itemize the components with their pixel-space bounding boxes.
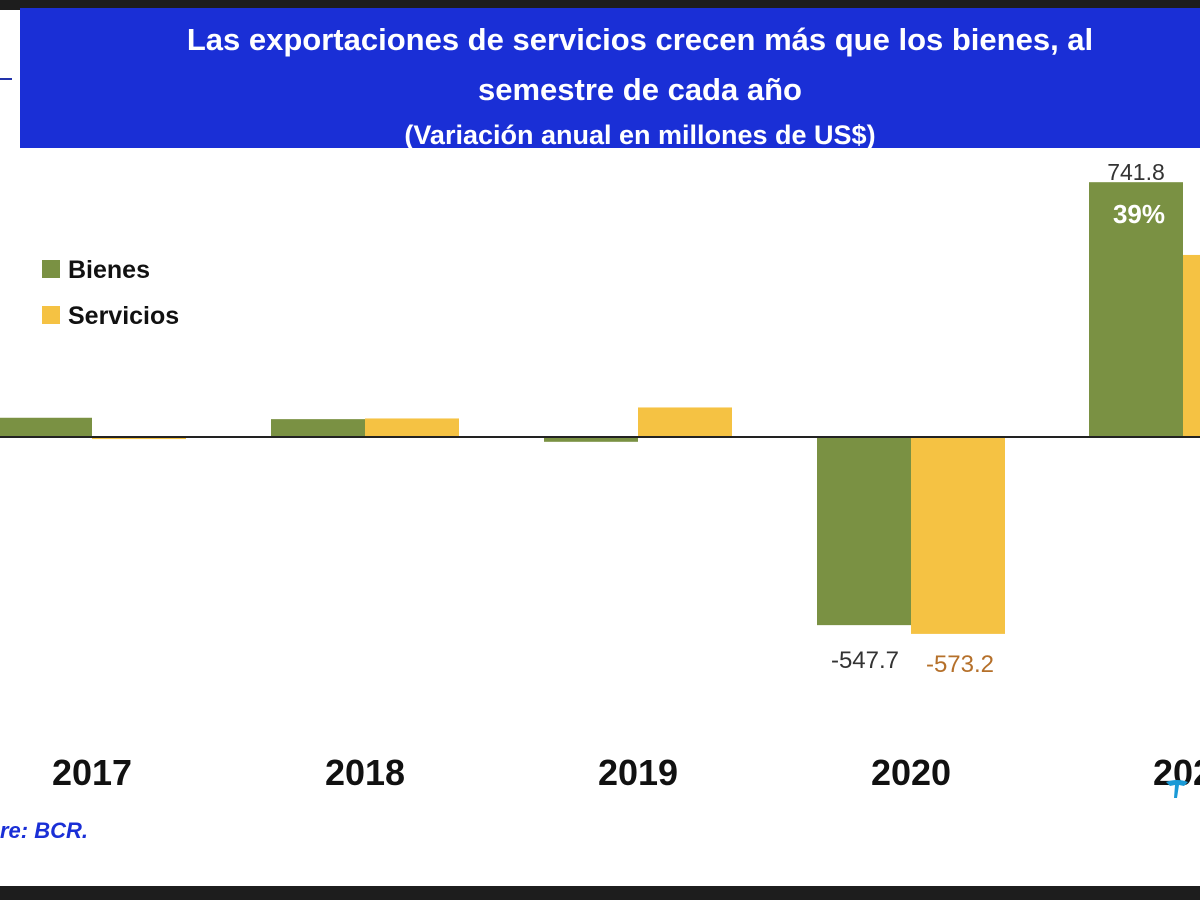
watermark-logo-icon	[1166, 780, 1188, 798]
bar-bienes-2018	[271, 419, 365, 437]
bar-bienes-202	[1089, 182, 1183, 437]
bar-bienes-2020	[817, 437, 911, 626]
data-label-bienes-2021: 741.8	[1107, 159, 1165, 185]
bar-servicios-2018	[365, 418, 459, 437]
source-note: re: BCR.	[0, 818, 89, 843]
bar-bienes-2017	[0, 417, 92, 437]
title-banner: Las exportaciones de servicios crecen má…	[20, 8, 1200, 150]
chart-title: Las exportaciones de servicios crecen má…	[186, 22, 1094, 57]
x-tick-label-2019: 2019	[598, 752, 678, 793]
bar-servicios-2020	[911, 437, 1005, 634]
top-border	[0, 0, 1200, 10]
bar-servicios-2017	[92, 437, 186, 440]
bar-bienes-2019	[544, 437, 638, 442]
chart-units-note: (Variación anual en millones de US$)	[404, 120, 876, 150]
legend-label-servicios: Servicios	[68, 302, 179, 330]
legend-swatch-bienes	[42, 260, 60, 278]
data-label-bienes-2020: -547.7	[831, 647, 899, 674]
legend-label-bienes: Bienes	[68, 256, 150, 284]
data-label-servicios-2020: -573.2	[926, 651, 994, 678]
bar-servicios-2019	[638, 407, 732, 437]
bar-servicios-202	[1183, 254, 1200, 437]
chart-subtitle: semestre de cada año	[478, 72, 802, 107]
x-tick-label-2018: 2018	[325, 752, 405, 793]
x-tick-label-2017: 2017	[52, 752, 132, 793]
x-tick-label-2020: 2020	[871, 752, 951, 793]
left-accent-mark	[0, 78, 12, 80]
data-label-bienes-2021-pct: 39%	[1113, 199, 1165, 229]
bottom-border	[0, 886, 1200, 900]
legend-swatch-servicios	[42, 306, 60, 324]
